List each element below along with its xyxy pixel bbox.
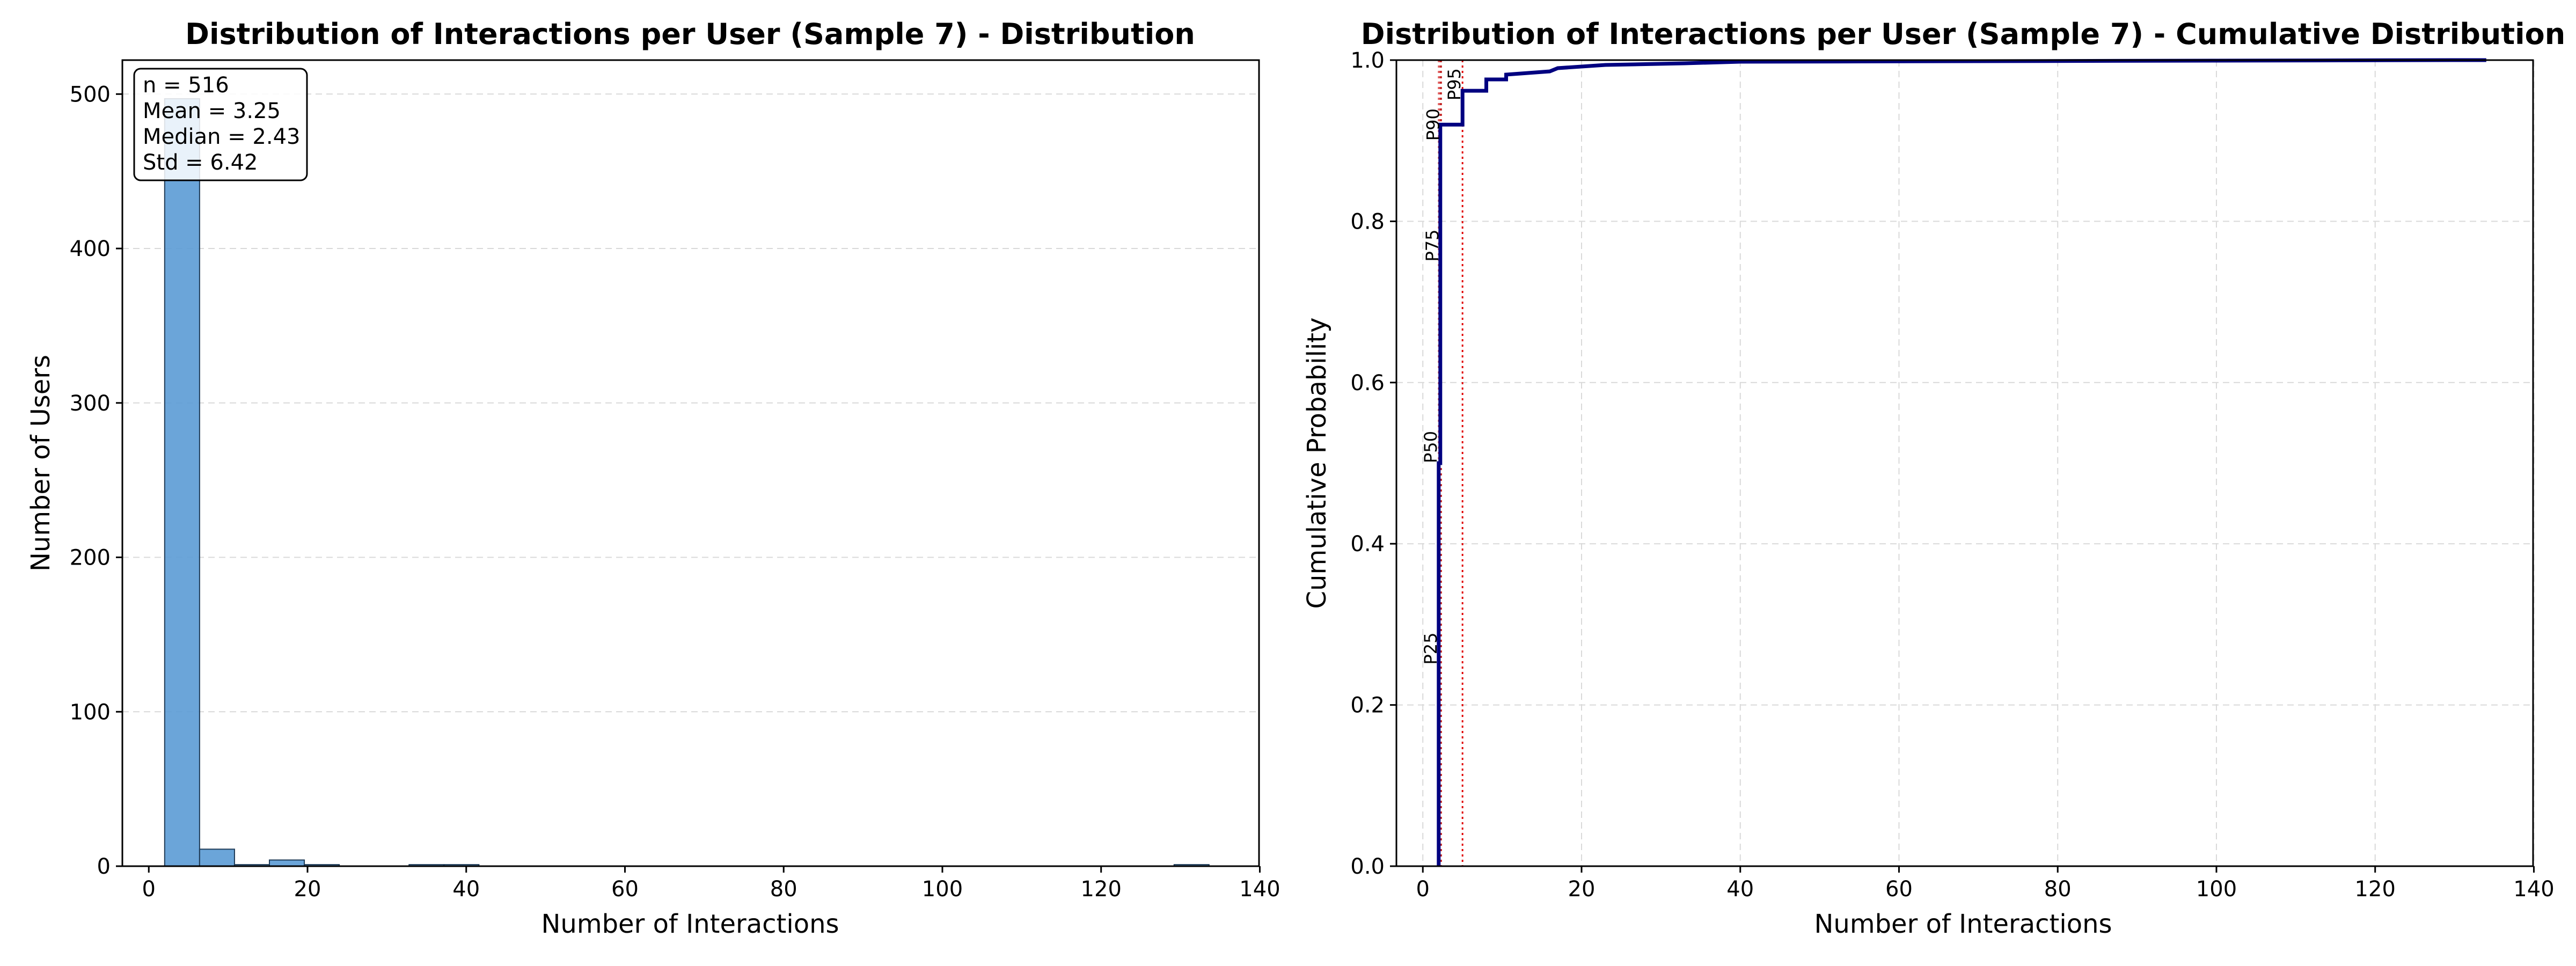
cdf-gridlines [1396, 60, 2535, 866]
hist-x-tick-label: 60 [611, 877, 639, 902]
histogram-chart: Distribution of Interactions per User (S… [26, 17, 1280, 939]
stats-median: Median = 2.43 [143, 125, 301, 149]
percentile-label-p50: P50 [1421, 431, 1441, 463]
histogram-gridlines [122, 93, 1259, 713]
stats-n: n = 516 [143, 73, 229, 98]
cdf-y-tick-label: 0.6 [1350, 371, 1385, 396]
cdf-x-tick-label: 60 [1885, 877, 1913, 902]
histogram-x-axis-label: Number of Interactions [541, 909, 839, 939]
stats-mean: Mean = 3.25 [143, 99, 281, 123]
histogram-bar [164, 98, 200, 867]
cdf-y-axis-label: Cumulative Probability [1302, 318, 1332, 609]
cdf-x-tick-label: 40 [1726, 877, 1754, 902]
cdf-title: Distribution of Interactions per User (S… [1361, 17, 2565, 51]
hist-y-tick-label: 400 [70, 237, 111, 261]
histogram-bar [269, 859, 305, 867]
percentile-label-p90: P90 [1423, 108, 1443, 141]
cdf-x-tick-label: 120 [2355, 877, 2396, 902]
cdf-y-tick-label: 0.4 [1350, 532, 1385, 557]
hist-x-tick-label: 140 [1239, 877, 1280, 902]
hist-y-tick-label: 100 [70, 700, 111, 724]
histogram-y-ticks: 0 100 200 300 400 500 [70, 82, 122, 879]
hist-x-tick-label: 0 [142, 877, 156, 902]
histogram-title: Distribution of Interactions per User (S… [185, 17, 1195, 51]
stats-box: n = 516 Mean = 3.25 Median = 2.43 Std = … [133, 68, 308, 181]
cdf-x-tick-label: 0 [1416, 877, 1430, 902]
stats-box-frame [133, 68, 308, 181]
hist-x-tick-label: 20 [294, 877, 321, 902]
cdf-y-tick-label: 1.0 [1350, 48, 1385, 73]
hist-x-tick-label: 40 [452, 877, 480, 902]
cdf-line [1437, 58, 2486, 866]
hist-y-tick-label: 0 [97, 854, 111, 879]
cdf-y-tick-label: 0.8 [1350, 209, 1385, 234]
hist-y-tick-label: 300 [70, 391, 111, 416]
hist-x-tick-label: 120 [1081, 877, 1122, 902]
hist-x-tick-label: 100 [922, 877, 963, 902]
percentile-label-p25: P25 [1421, 632, 1441, 664]
histogram-x-ticks: 0 20 40 60 80 100 120 140 [142, 866, 1280, 902]
histogram-bars [164, 98, 1210, 867]
cdf-x-tick-label: 80 [2044, 877, 2072, 902]
cdf-y-ticks: 0.0 0.2 0.4 0.6 0.8 1.0 [1350, 48, 1396, 879]
cdf-percentile-lines [1438, 60, 1463, 866]
histogram-y-axis-label: Number of Users [26, 355, 56, 572]
histogram-bar [199, 848, 235, 867]
cdf-x-ticks: 0 20 40 60 80 100 120 140 [1416, 866, 2555, 902]
cdf-x-tick-label: 140 [2513, 877, 2554, 902]
histogram-plot-frame [121, 59, 1260, 867]
cdf-x-tick-label: 100 [2196, 877, 2237, 902]
cdf-y-tick-label: 0.2 [1350, 693, 1385, 718]
hist-y-tick-label: 500 [70, 82, 111, 107]
hist-y-tick-label: 200 [70, 546, 111, 570]
cdf-x-tick-label: 20 [1568, 877, 1596, 902]
hist-x-tick-label: 80 [770, 877, 797, 902]
cdf-x-axis-label: Number of Interactions [1814, 909, 2112, 939]
cdf-chart: Distribution of Interactions per User (S… [1302, 17, 2565, 939]
stats-std: Std = 6.42 [143, 150, 258, 175]
percentile-label-p75: P75 [1422, 229, 1443, 261]
cdf-plot-frame [1395, 59, 2534, 867]
percentile-label-p95: P95 [1444, 68, 1465, 100]
cdf-y-tick-label: 0.0 [1350, 854, 1385, 879]
